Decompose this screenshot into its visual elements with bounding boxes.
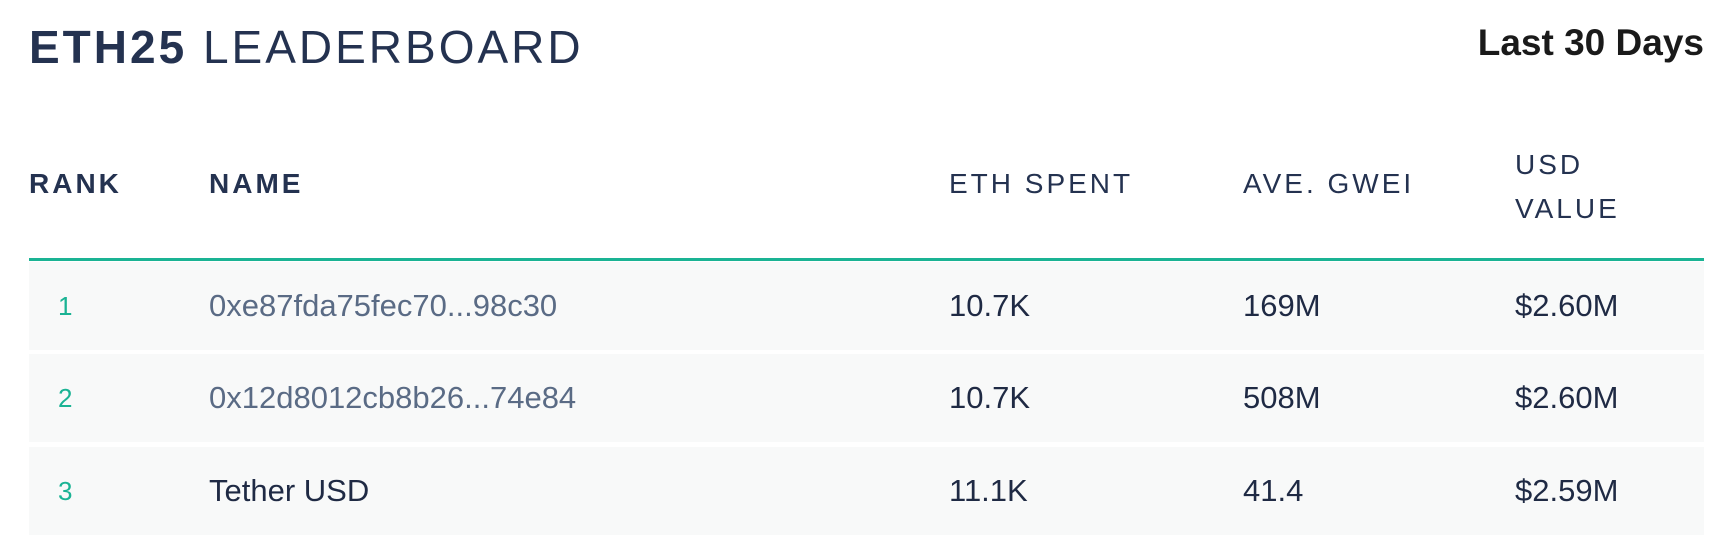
period-label: Last 30 Days bbox=[1477, 22, 1704, 63]
cell-value: 10.7K bbox=[949, 380, 1031, 415]
address-link[interactable]: 0x12d8012cb8b26...74e84 bbox=[209, 380, 577, 415]
cell-value: 10.7K bbox=[949, 288, 1031, 323]
column-header: RANK bbox=[29, 168, 122, 199]
address-link[interactable]: 0xe87fda75fec70...98c30 bbox=[209, 288, 558, 323]
table-row: 2 0x12d8012cb8b26...74e84 10.7K 508M $2.60M bbox=[29, 354, 1704, 442]
table-row: 1 0xe87fda75fec70...98c30 10.7K 169M $2.60M bbox=[29, 262, 1704, 350]
name: Tether USD bbox=[209, 473, 370, 508]
table-row: 3 Tether USD 11.1K 41.4 $2.59M bbox=[29, 447, 1704, 535]
cell-value: 169M bbox=[1243, 288, 1321, 323]
rank: 2 bbox=[58, 383, 73, 413]
header-rule bbox=[29, 258, 1704, 261]
page-title: ETH25 LEADERBOARD bbox=[29, 20, 584, 74]
column-header: USD VALUE bbox=[1515, 149, 1620, 224]
title-rest: LEADERBOARD bbox=[202, 21, 584, 73]
title-bold: ETH25 bbox=[29, 21, 188, 73]
rank: 1 bbox=[58, 291, 73, 321]
cell-value: 41.4 bbox=[1243, 473, 1304, 508]
cell-value: $2.60M bbox=[1515, 380, 1619, 415]
rank: 3 bbox=[58, 476, 73, 506]
column-header: NAME bbox=[209, 168, 304, 199]
cell-value: $2.60M bbox=[1515, 288, 1619, 323]
column-header: ETH SPENT bbox=[949, 168, 1134, 199]
cell-value: 11.1K bbox=[949, 473, 1028, 508]
cell-value: 508M bbox=[1243, 380, 1321, 415]
column-header: AVE. GWEI bbox=[1243, 168, 1415, 199]
cell-value: $2.59M bbox=[1515, 473, 1619, 508]
